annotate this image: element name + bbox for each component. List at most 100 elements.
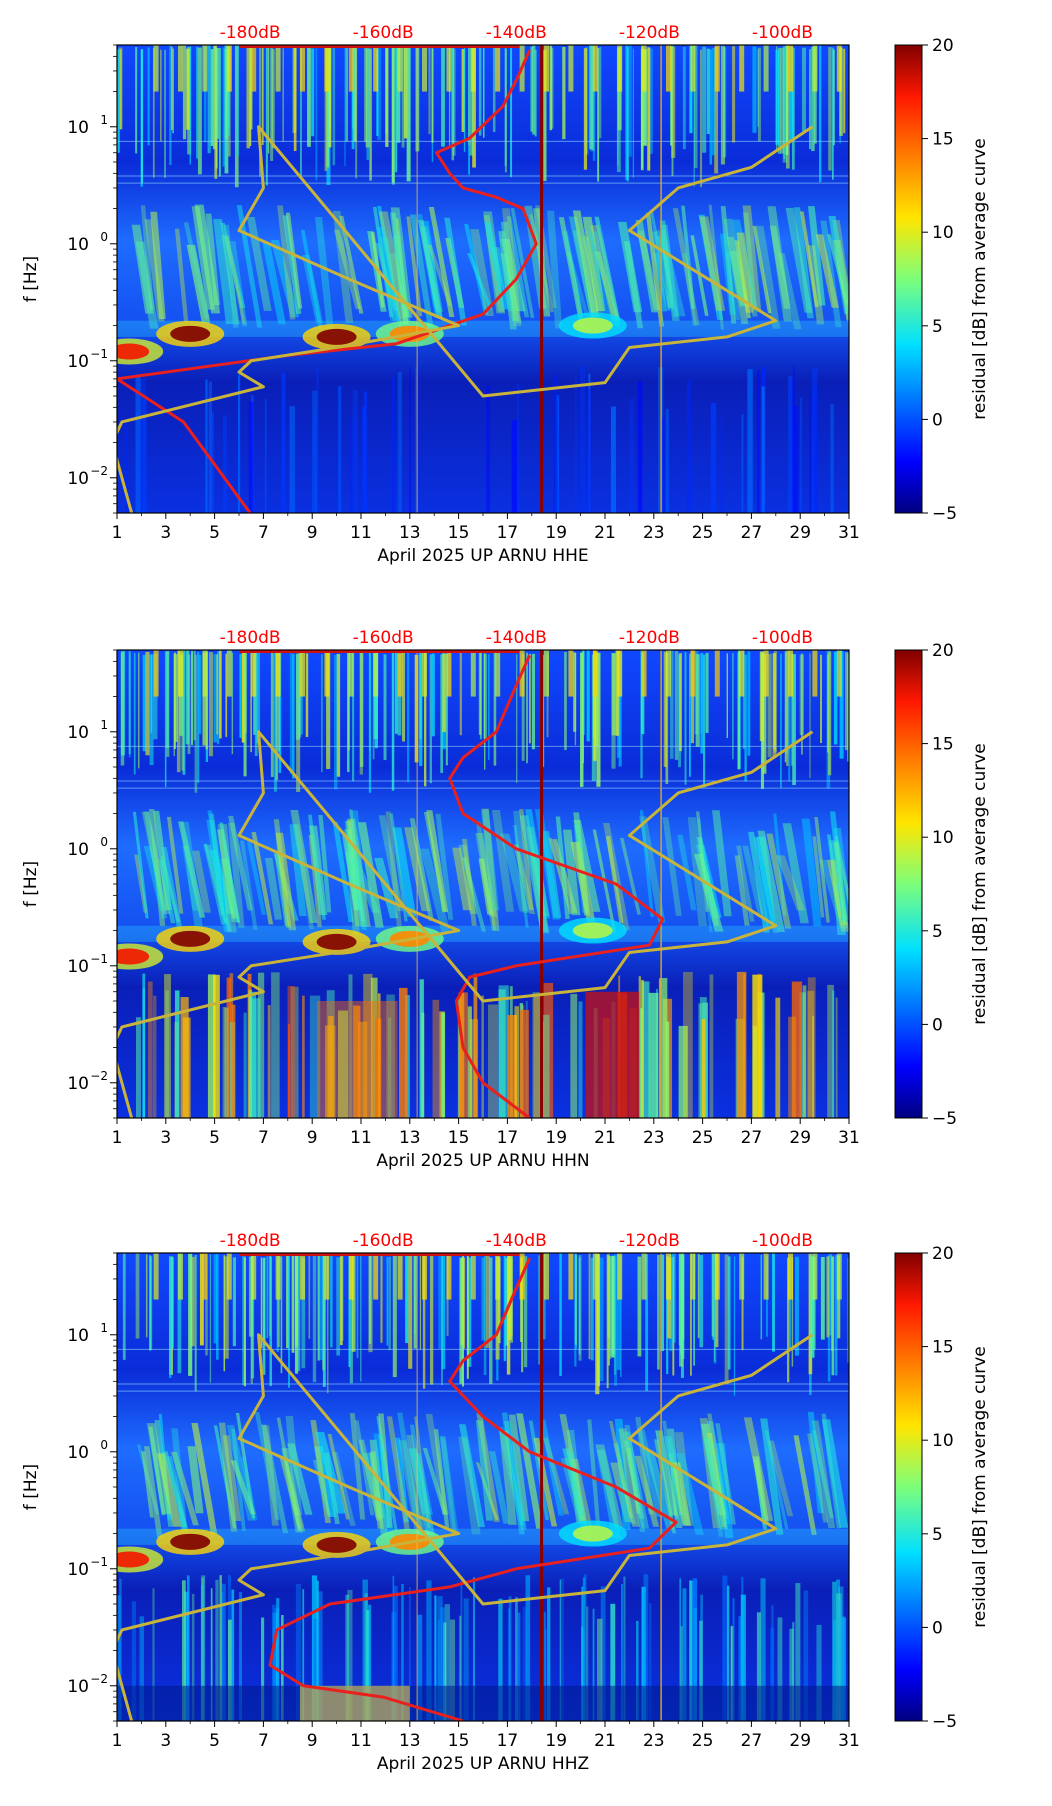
lf-streak [223,415,227,513]
x-tick-label: 7 [258,523,269,543]
lf-streak [309,995,321,1118]
storm-blob-core [117,948,150,965]
hf-noise-streak [808,49,811,150]
microseism-plume [203,843,228,923]
microseism-plume [435,813,454,920]
x-tick-label: 1 [112,523,123,543]
hf-noise-streak [780,47,785,154]
microseism-plume [555,816,570,919]
microseism-plume [158,859,176,924]
microseism-plume [506,216,530,318]
hf-noise-streak [182,650,186,775]
hf-noise-streak [562,46,566,140]
hf-noise-streak [345,47,348,142]
hf-noise-streak [385,48,388,135]
microseism-band [117,320,849,337]
hf-noise-streak [483,653,488,739]
lf-streak [816,1624,822,1721]
hf-noise-streak [504,45,507,166]
hf-noise-streak [356,1255,359,1359]
hf-noise-streak [259,47,261,177]
db-axis-label: -100dB [752,1231,813,1251]
colorbar-tick-label: 0 [932,1015,943,1035]
hf-daily-band [397,650,403,697]
microseism-plume [281,1448,304,1533]
lf-streak [836,1599,843,1721]
microseism-plume [645,1450,676,1530]
microseism-plume [681,205,695,309]
hf-noise-streak [720,45,726,165]
hf-noise-streak [294,1253,299,1374]
microseism-plume [132,811,149,919]
lf-streak [586,1606,589,1721]
lf-streak [165,990,169,1118]
lf-streak [789,379,794,513]
hf-noise-streak [711,48,716,156]
microseism-plume [467,253,493,310]
db-axis-label: -100dB [752,23,813,43]
hf-noise-streak [688,653,691,777]
lf-streak [221,1583,226,1721]
lf-streak [392,1575,395,1721]
microseism-plume [372,207,394,318]
hf-daily-band [422,1253,427,1300]
microseism-plume [475,1462,499,1520]
microseism-plume [785,207,813,313]
lf-streak [827,984,834,1118]
y-tick-exponent: −2 [90,464,108,478]
hf-daily-band [836,650,842,697]
lf-streak [226,977,232,1118]
hf-noise-streak [666,1255,669,1375]
hf-noise-streak [213,1254,218,1344]
lf-streak [208,381,213,513]
microseism-plume [767,206,793,322]
storm-blob-core [572,922,613,939]
x-tick-label: 9 [307,523,318,543]
microseism-plume [417,219,443,318]
lf-streak [807,990,815,1118]
y-axis-label: f [Hz] [21,256,41,302]
microseism-plume [614,1418,631,1530]
hf-noise-streak [194,1254,197,1392]
microseism-plume [394,1437,410,1523]
hf-daily-band [788,45,793,92]
lf-streak [660,417,666,513]
hf-noise-streak [506,1254,511,1375]
microseism-plume [743,1417,774,1521]
hf-noise-streak [485,1255,490,1349]
hf-noise-streak [534,49,537,137]
hf-noise-streak [408,1254,413,1369]
db-axis-label: -160dB [353,1231,414,1251]
colorbar-tick-label: −5 [932,1109,957,1129]
lf-streak [261,1617,265,1721]
hf-noise-streak [334,654,338,790]
hf-noise-streak [324,46,328,171]
microseism-plume [766,833,792,929]
lf-streak [683,971,693,1118]
hf-noise-streak [224,1256,229,1359]
lf-streak [135,375,141,513]
lf-streak [570,993,578,1118]
microseism-plume [756,836,776,927]
lf-streak [140,416,143,513]
hf-noise-streak [305,653,309,737]
colorbar-tick-label: 10 [932,223,954,243]
microseism-plume [161,846,184,936]
microseism-plume [499,1430,517,1525]
hf-noise-streak [218,48,221,177]
hf-noise-streak [145,1254,148,1338]
lf-streak [186,1575,190,1721]
lf-streak [267,1005,271,1118]
hf-noise-streak [791,1257,794,1367]
hf-noise-streak [377,45,382,140]
microseism-plume [141,1451,154,1518]
hf-daily-band [763,650,769,697]
hf-daily-band [763,1253,769,1300]
hf-daily-band [300,45,305,92]
lf-streak [792,1622,795,1721]
x-tick-label: 29 [789,1128,811,1148]
hf-noise-streak [826,1256,829,1338]
lf-streak [135,1017,141,1118]
microseism-plume [690,235,709,316]
hf-noise-streak [197,651,200,783]
